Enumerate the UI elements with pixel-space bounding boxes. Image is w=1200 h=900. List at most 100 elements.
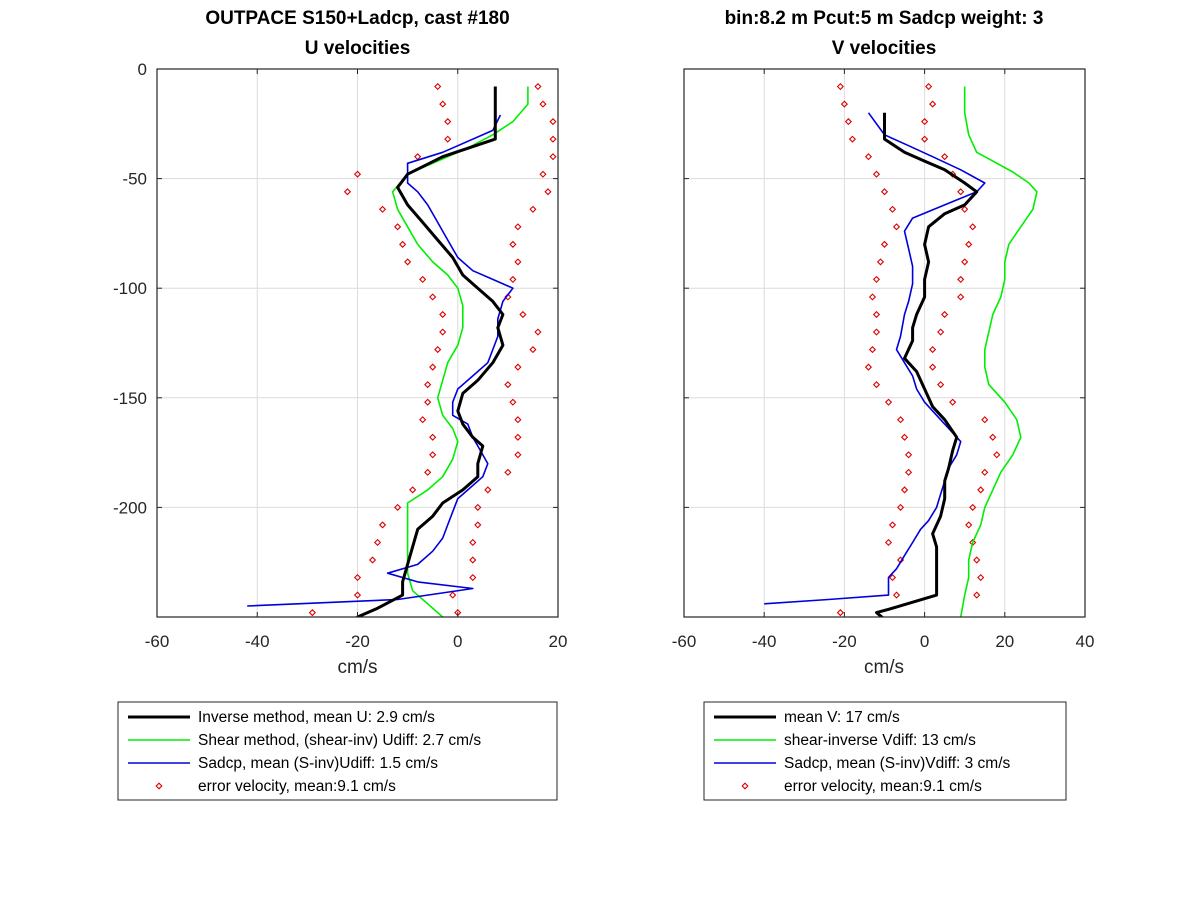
v-error-velocity-point — [929, 345, 937, 354]
v-legend-rows: mean V: 17 cm/s shear-inverse Vdiff: 13 c… — [714, 709, 1011, 795]
u-error-velocity-point — [439, 328, 447, 336]
v-error-velocity-point — [981, 468, 989, 476]
u-error-velocity-point — [373, 538, 382, 547]
u-error-velocity-point — [353, 591, 362, 599]
v-error-velocity-point — [880, 188, 889, 196]
v-error-velocity-point — [836, 82, 844, 91]
v-error-velocity-point — [941, 153, 949, 161]
v-error-velocity-point — [929, 100, 937, 108]
v-error-velocity-point — [892, 223, 901, 231]
v-error-velocity-point — [896, 503, 905, 511]
u-error-velocity-point — [514, 223, 522, 231]
u-error-velocity-point — [534, 328, 542, 336]
v-chart-subtitle: V velocities — [832, 38, 937, 59]
u-error-velocity-point — [429, 293, 437, 301]
v-x-tick-label: 20 — [995, 632, 1014, 651]
v-error-velocity-point — [961, 258, 969, 266]
v-error-velocity-point — [868, 293, 877, 301]
v-axes-box — [683, 68, 1086, 618]
u-error-velocity-point — [353, 573, 362, 582]
v-ticks: -60 -40 -20 0 20 40 — [672, 68, 1094, 651]
u-error-velocity-point — [419, 416, 427, 424]
u-error-velocity-point — [549, 118, 557, 126]
v-error-velocity-point — [884, 538, 893, 547]
v-x-tick-label: -40 — [752, 632, 777, 651]
u-error-velocity-point — [469, 573, 477, 582]
v-error-velocity-point — [888, 205, 897, 213]
v-error-velocity-point — [973, 591, 981, 599]
u-error-velocity-point — [549, 135, 557, 143]
u-error-velocity-point — [474, 503, 482, 511]
v-series-shear-line — [959, 86, 1038, 617]
v-error-velocity-point — [993, 451, 1001, 459]
v-error-velocity-point — [969, 223, 977, 231]
u-error-velocity-point — [444, 118, 452, 126]
u-error-velocity-point — [449, 591, 457, 599]
u-error-velocity-point — [549, 153, 557, 161]
u-legend-rows: Inverse method, mean U: 2.9 cm/s Shear me… — [128, 709, 481, 795]
u-x-tick-label: -20 — [345, 632, 370, 651]
u-legend: Inverse method, mean U: 2.9 cm/s Shear me… — [117, 701, 558, 801]
v-error-velocity-point — [989, 433, 997, 441]
u-error-velocity-point — [514, 416, 522, 424]
u-error-velocity-point — [514, 363, 522, 371]
u-chart-title: OUTPACE S150+Ladcp, cast #180 — [205, 8, 509, 29]
v-error-velocity-point — [937, 328, 945, 336]
v-chart-title: bin:8.2 m Pcut:5 m Sadcp weight: 3 — [725, 8, 1044, 29]
v-error-velocity-point — [900, 433, 909, 441]
v-error-velocity-point — [965, 240, 973, 248]
v-error-velocity-point — [957, 293, 965, 301]
v-error-velocity-point — [864, 153, 873, 161]
v-error-velocity-point — [872, 170, 881, 178]
u-error-velocity-point — [308, 609, 316, 617]
u-error-velocity-point — [353, 170, 362, 178]
u-error-velocity-point — [484, 486, 492, 494]
v-error-velocity-point — [844, 118, 852, 126]
u-error-velocity-point — [424, 398, 432, 406]
v-error-velocity-point — [957, 188, 965, 196]
u-error-velocity-point — [378, 521, 387, 529]
u-error-velocity-point — [424, 381, 432, 389]
u-error-velocity-point — [539, 100, 547, 108]
u-error-velocity-point — [509, 398, 517, 406]
v-legend-label: shear-inverse Vdiff: 13 cm/s — [784, 732, 976, 749]
u-chart-subtitle: U velocities — [305, 38, 411, 59]
u-error-velocity-point — [434, 82, 442, 91]
u-y-tick-label: -100 — [113, 279, 147, 298]
v-error-velocity-point — [884, 398, 893, 406]
u-legend-label: error velocity, mean:9.1 cm/s — [198, 778, 396, 795]
u-legend-swatch — [155, 782, 163, 790]
u-legend-label: Inverse method, mean U: 2.9 cm/s — [198, 709, 435, 726]
u-x-axis-label: cm/s — [337, 657, 377, 678]
v-error-velocity-point — [900, 486, 909, 494]
u-error-velocity-point — [378, 205, 387, 213]
v-error-velocity-point — [840, 100, 848, 108]
u-error-velocity-point — [404, 258, 412, 266]
u-error-velocity-point — [444, 135, 452, 143]
v-error-velocity-point — [969, 503, 977, 511]
v-error-velocity-point — [836, 609, 844, 617]
u-error-velocity-point — [539, 170, 547, 178]
u-error-velocity-point — [509, 240, 517, 248]
u-error-velocity-point — [474, 521, 482, 529]
v-x-tick-label: -20 — [832, 632, 857, 651]
v-error-velocity-point — [941, 310, 949, 319]
v-error-velocity-point — [868, 345, 877, 354]
v-error-velocity-point — [937, 381, 945, 389]
v-error-velocity-point — [888, 573, 897, 582]
u-error-velocity-point — [534, 82, 542, 91]
v-legend-label: Sadcp, mean (S-inv)Vdiff: 3 cm/s — [784, 755, 1011, 772]
u-error-velocity-point — [368, 556, 377, 564]
u-error-velocity-point — [514, 451, 522, 459]
u-x-tick-label: -40 — [245, 632, 270, 651]
u-series-sadcp-line — [247, 114, 514, 607]
v-series-sadcp-line — [764, 112, 986, 605]
u-series-marks — [247, 82, 557, 617]
v-error-velocity-point — [872, 328, 881, 336]
v-error-velocity-point — [872, 381, 881, 389]
u-error-velocity-point — [514, 433, 522, 441]
u-error-velocity-point — [434, 345, 442, 354]
u-y-tick-label: -50 — [122, 170, 147, 189]
u-y-tick-label: 0 — [138, 60, 147, 79]
v-legend-label: error velocity, mean:9.1 cm/s — [784, 778, 982, 795]
